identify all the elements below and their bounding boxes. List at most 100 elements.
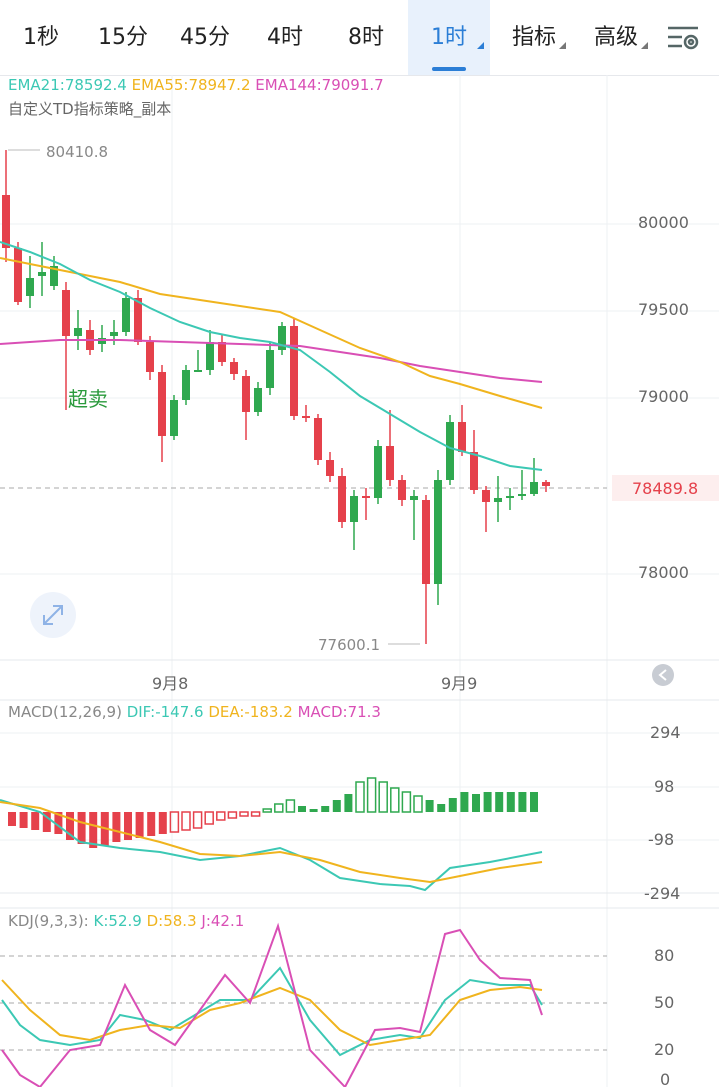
candle [434,470,442,605]
macd-bar [112,812,121,842]
candle [266,342,274,395]
ema144-line [0,339,543,383]
y-tick: 79000 [638,387,689,406]
macd-bar [124,812,132,840]
tab-4h[interactable]: 4时 [267,25,303,50]
chevron-left-icon [658,669,667,681]
macd-dif-legend: DIF:-147.6 [126,703,204,721]
tab-15m[interactable]: 15分 [98,25,148,50]
high-price-label: 80410.8 [46,143,109,161]
ema21-legend: EMA21:78592.4 [8,76,127,94]
candle [62,282,70,410]
dropdown-triangle-icon [477,42,484,49]
ema55-line [0,257,543,409]
macd-bar [460,792,469,812]
ema144-legend: EMA144:79091.7 [255,76,384,94]
macd-bar [204,811,214,825]
candle [230,358,238,380]
candle [242,370,250,440]
macd-bar [250,811,261,817]
macd-bar [472,794,480,812]
macd-bar [495,792,504,812]
candle [542,480,550,492]
candle [86,320,94,355]
candle [14,242,22,305]
candle [374,440,382,504]
candle [182,365,190,405]
macd-bar [425,800,434,812]
candle [386,410,394,486]
tab-45m[interactable]: 45分 [180,25,230,50]
macd-bar [366,777,377,813]
candle [338,468,346,528]
kdj-y-tick: 0 [660,1070,671,1089]
y-tick: 80000 [638,213,689,232]
x-tick: 9月9 [441,674,478,693]
macd-bar [274,803,284,813]
macd-bar [42,812,51,832]
tab-advanced[interactable]: 高级 [578,0,654,75]
kdj-j-line [1,922,543,1087]
kdj-y-tick: 20 [654,1040,675,1059]
macd-histogram [8,777,538,848]
macd-bar [89,812,98,848]
macd-bar [413,795,423,813]
candle [362,488,370,520]
candle [518,470,526,500]
macd-bar [309,809,318,812]
settings-sliders-icon[interactable] [666,24,702,52]
candle [158,365,166,462]
oversold-marker: 超卖 [68,387,108,411]
macd-bar [158,812,167,834]
macd-bar [147,812,156,836]
kdj-k-legend: K:52.9 [93,912,142,930]
macd-bar [192,811,203,829]
candle [206,330,214,375]
macd-y-tick: -294 [644,884,681,903]
candle [482,486,490,532]
macd-bar [332,800,341,812]
macd-bar [355,781,365,813]
ema21-line [0,241,543,471]
expand-chart-button[interactable] [30,592,76,638]
macd-bar [169,811,180,833]
candle [470,430,478,494]
tab-indicators[interactable]: 指标 [496,0,572,75]
candle [314,414,322,465]
candle [290,318,298,420]
macd-bar [285,799,296,813]
candle [446,415,454,485]
macd-dea-legend: DEA:-183.2 [208,703,293,721]
candle [326,452,334,482]
macd-bar [19,812,28,828]
macd-bar [401,791,412,813]
timeframe-tabbar: 1秒 15分 45分 4时 8时 1时 指标 高级 [0,0,719,76]
macd-bar [66,812,74,840]
kdj-title: KDJ(9,3,3): [8,912,89,930]
macd-bar [483,792,492,812]
macd-bar [298,806,306,812]
candle [170,395,178,440]
macd-bar [518,792,527,812]
candle [122,292,130,336]
macd-y-tick: 98 [654,777,675,796]
tab-8h[interactable]: 8时 [348,25,384,50]
macd-bar [378,781,388,813]
macd-bar [135,812,144,838]
y-tick: 79500 [638,300,689,319]
current-price-tag [612,475,719,501]
kdj-d-line [1,979,543,1047]
strategy-label: 自定义TD指标策略_副本 [8,100,172,118]
tab-1s[interactable]: 1秒 [23,25,59,50]
candle [134,290,142,345]
candle [422,495,430,644]
candle [506,488,514,510]
macd-y-tick: 294 [650,723,681,742]
tab-1h[interactable]: 1时 [408,0,490,75]
ema55-legend: EMA55:78947.2 [131,76,251,94]
current-price-value: 78489.8 [632,479,699,498]
candle [398,475,406,506]
scroll-to-latest-button[interactable] [652,664,674,686]
x-tick: 9月8 [152,674,189,693]
